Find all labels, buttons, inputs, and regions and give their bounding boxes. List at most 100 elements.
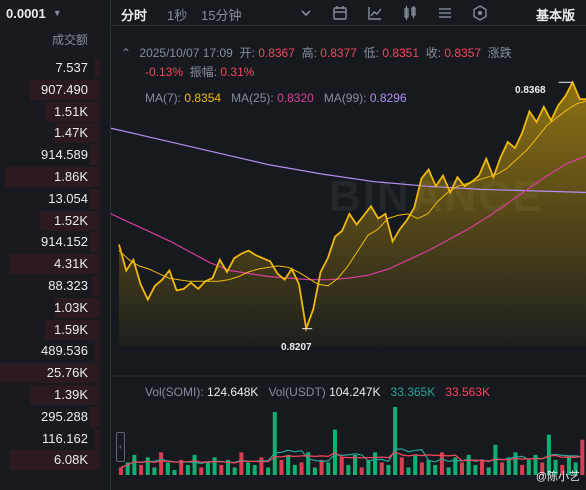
price-chart[interactable] [111,27,586,490]
depth-bar [30,384,100,405]
tab-1s[interactable]: 1秒 [167,8,188,23]
order-book-row: 4.31K [0,253,100,275]
high-value: 0.8377 [320,46,357,60]
depth-bar [90,232,100,253]
close-value: 0.8357 [444,46,482,60]
precision-value: 0.0001 [6,5,46,21]
volume-bar [279,459,284,475]
volume-bar [453,457,458,475]
credit-label: @陈小艺 [535,471,580,483]
vol-ma1-value: 33.365K [390,385,436,399]
menu-icon[interactable] [436,4,454,22]
volume-bar [172,469,177,475]
volume-bar [353,454,358,475]
candle-settings-icon[interactable] [401,4,419,22]
volume-bar [306,452,311,475]
depth-bar [30,79,100,100]
turnover-amount: 1.51K [54,103,88,119]
volume-bar [446,467,451,475]
turnover-amount: 116.162 [41,430,88,446]
ma7-value: 0.8354 [184,91,222,105]
order-book-row: 13.054 [0,188,100,210]
volume-bar [500,462,505,475]
volume-bar [520,464,525,475]
volume-bar [152,467,157,475]
tab-time-sharing[interactable]: 分时 [121,8,148,23]
order-book-row: 295.288 [0,406,100,428]
depth-bar [40,210,100,231]
depth-bar [92,275,100,296]
volume-bar [179,459,184,475]
candle-time: 2025/10/07 17:09 [139,46,233,60]
order-book-row: 1.59K [0,319,100,341]
volume-bar [439,452,444,475]
turnover-amount: 7.537 [55,60,88,75]
volume-bar [199,467,204,475]
turnover-amount: 4.31K [54,256,88,272]
depth-bar [95,341,100,362]
volume-bar [319,459,324,475]
turnover-amount: 1.59K [54,321,88,337]
tab-15m[interactable]: 15分钟 [201,8,242,23]
order-book-row: 1.03K [0,297,100,319]
volume-bar [132,454,137,475]
price-area-fill [119,82,586,347]
turnover-amount: 6.08K [54,452,88,468]
depth-bar [45,101,100,122]
ohlc-row-2: -0.13% 振幅: 0.31% [145,65,255,79]
volume-bar [413,454,418,475]
volume-bar [266,467,271,475]
indicator-icon[interactable] [366,4,384,22]
ma25-value: 0.8320 [277,91,314,105]
order-book-row: 7.537 [0,57,100,79]
volume-bar [252,464,257,475]
turnover-amount: 1.39K [54,386,88,402]
open-value: 0.8367 [258,46,295,60]
change-pct: -0.13% [145,65,184,79]
order-book-row: 88.323 [0,275,100,297]
order-book-row: 116.162 [0,428,100,450]
low-mark-label: 0.8207 [281,342,312,353]
volume-bar [540,462,545,475]
volume-bar [139,464,144,475]
volume-bar [466,454,471,475]
low-value: 0.8351 [382,46,420,60]
order-book-row: 914.589 [0,144,100,166]
volume-bar [393,407,398,475]
turnover-amount: 295.288 [41,408,88,424]
depth-icon[interactable] [471,4,489,22]
volume-bar [272,412,277,475]
vol-usdt-value: 104.247K [329,385,381,399]
turnover-amount: 914.589 [41,147,88,163]
order-book: 0.0001 ▼ 成交额 7.537 907.490 1.51K 1.47K 914.5… [0,0,100,490]
volume-bar [566,457,571,475]
calendar-icon[interactable] [331,4,349,22]
depth-bar [90,188,100,209]
volume-bar [292,464,297,475]
order-book-row: 1.51K [0,101,100,123]
basic-version-toggle[interactable]: 基本版 [535,8,575,23]
order-book-row: 25.76K [0,362,100,384]
volume-bar [346,464,351,475]
turnover-amount: 914.152 [41,234,88,250]
volume-bar [459,462,464,475]
vol-somi-value: 124.648K [207,385,259,399]
collapse-handle[interactable]: ‹ [116,432,125,462]
volume-legend: Vol(SOMI): 124.648K Vol(USDT) 104.247K 3… [145,385,490,399]
volume-bar [145,457,150,475]
chevron-down-icon[interactable] [297,4,315,22]
volume-bar [119,467,124,475]
vol-ma2-value: 33.563K [445,385,490,399]
volume-bar [225,459,230,475]
high-mark-label: 0.8368 [515,85,546,96]
ma25-line [111,155,586,281]
order-book-row: 914.152 [0,231,100,253]
ma99-value: 0.8296 [369,91,407,105]
volume-bar [379,462,384,475]
volume-bar [232,467,237,475]
volume-bar [473,464,478,475]
precision-selector[interactable]: 0.0001 ▼ [0,0,100,26]
ma-legend: MA(7): 0.8354 MA(25): 0.8320 MA(99): 0.8… [145,91,407,105]
depth-bar [0,363,100,384]
order-book-row: 6.08K [0,449,100,471]
